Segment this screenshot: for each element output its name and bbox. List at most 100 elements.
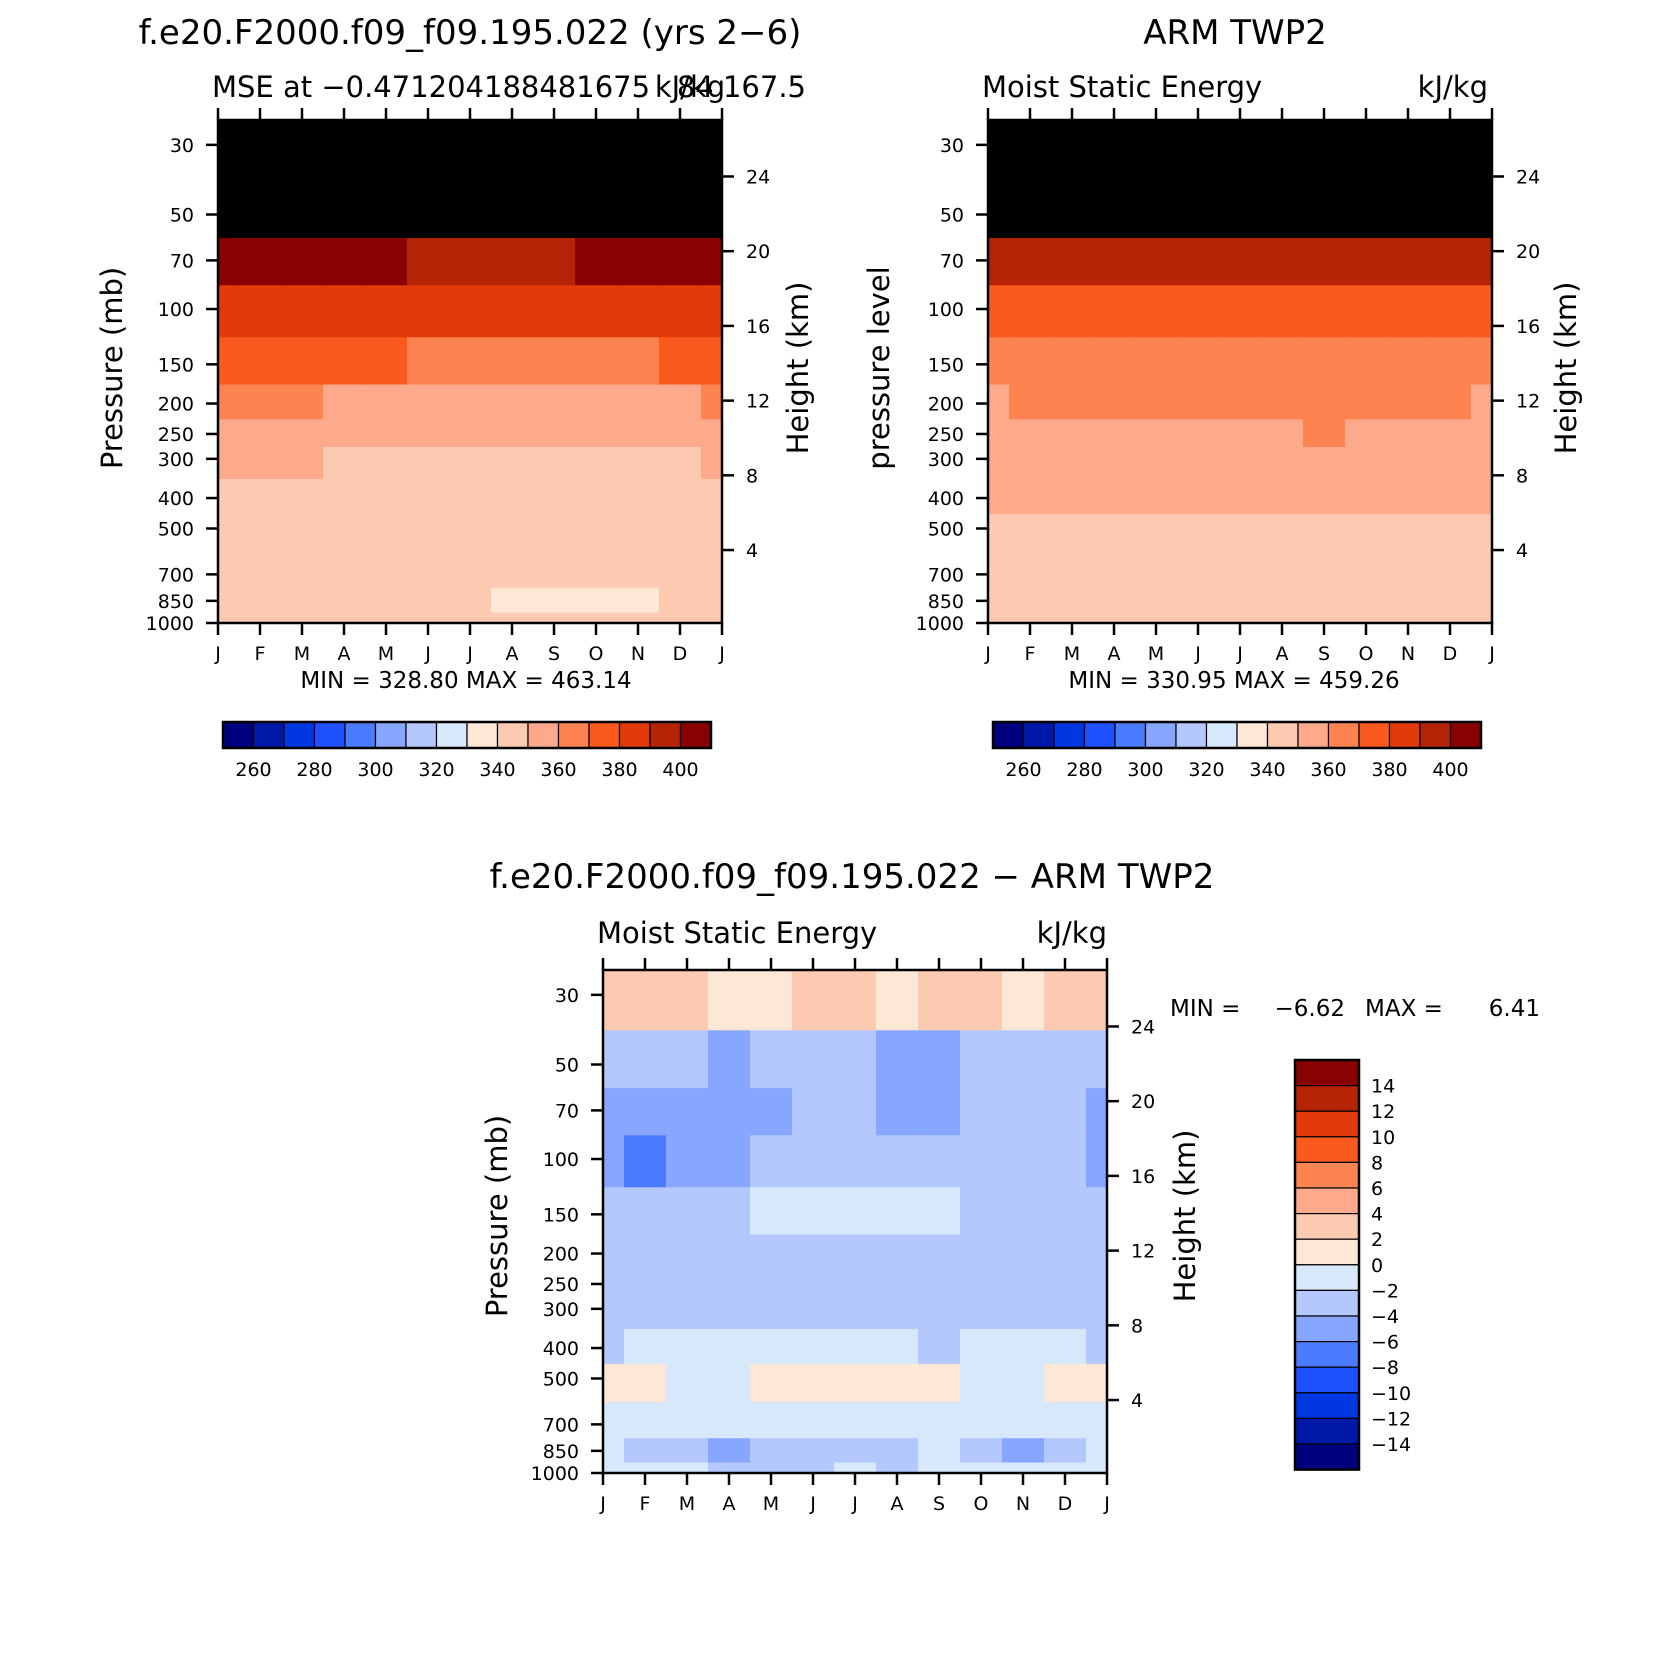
data-cell xyxy=(1135,284,1178,338)
colorbar-label: 380 xyxy=(1371,759,1407,781)
data-cell xyxy=(1471,446,1493,480)
data-cell xyxy=(834,1461,877,1474)
data-cell xyxy=(918,1186,961,1235)
contour-plot-diff: J F M A M J J A S O N D J 30 50 70 100 150 200 250 300 400 500… xyxy=(531,958,1155,1515)
data-cell xyxy=(750,1461,793,1474)
data-cell xyxy=(834,1087,877,1136)
data-cell xyxy=(281,237,324,286)
data-cell xyxy=(1303,587,1346,613)
data-cell xyxy=(701,284,723,338)
data-cell xyxy=(834,1401,877,1439)
colorbar-swatch xyxy=(374,721,407,749)
data-cell xyxy=(617,383,660,420)
data-cell xyxy=(407,383,450,420)
x-tick-label: J xyxy=(984,643,991,665)
data-cell xyxy=(407,551,450,589)
colorbar-swatch xyxy=(1294,1289,1360,1317)
data-cell xyxy=(1086,1437,1108,1463)
data-cell xyxy=(1429,237,1472,286)
colorbar-swatch xyxy=(992,721,1025,749)
data-cell xyxy=(1009,587,1052,613)
data-cell xyxy=(533,383,576,420)
data-cell xyxy=(876,970,919,1031)
data-cell xyxy=(491,237,534,286)
data-cell xyxy=(323,478,366,514)
data-cell xyxy=(708,1328,751,1364)
data-cell xyxy=(491,284,534,338)
data-cell xyxy=(323,179,366,239)
data-cell xyxy=(750,1363,793,1403)
data-cell xyxy=(792,1029,835,1089)
colorbar-swatch xyxy=(1294,1315,1360,1343)
data-cell xyxy=(1177,551,1220,589)
data-cell xyxy=(323,513,366,553)
data-cell xyxy=(988,418,1010,447)
colorbar-swatch xyxy=(1294,1161,1360,1189)
data-cell xyxy=(617,587,660,613)
colorbar-label: 10 xyxy=(1371,1127,1395,1149)
data-cell xyxy=(1009,237,1052,286)
data-cell xyxy=(792,1461,835,1474)
colorbar-swatch xyxy=(1114,721,1147,749)
data-cell xyxy=(1471,284,1493,338)
data-cell xyxy=(1093,179,1136,239)
data-cell xyxy=(323,446,366,480)
x-tick-label: N xyxy=(1401,643,1415,665)
y-tick-label: 500 xyxy=(543,1368,579,1390)
data-cell xyxy=(624,970,667,1031)
data-cell xyxy=(575,446,618,480)
x-tick-label: M xyxy=(1064,643,1080,665)
data-cell xyxy=(624,1029,667,1089)
data-cell xyxy=(659,551,702,589)
data-cell xyxy=(701,120,723,181)
data-cell xyxy=(666,1328,709,1364)
data-cell xyxy=(1345,587,1388,613)
colorbar-label: 360 xyxy=(1310,759,1346,781)
data-cell xyxy=(533,587,576,613)
data-cell xyxy=(1345,551,1388,589)
data-cell xyxy=(239,284,282,338)
colorbar-swatch xyxy=(1266,721,1299,749)
data-cell xyxy=(624,1363,667,1403)
data-cell xyxy=(659,237,702,286)
data-cell xyxy=(1135,513,1178,553)
data-cell xyxy=(1471,179,1493,239)
data-cell xyxy=(876,1134,919,1188)
data-cell xyxy=(1345,418,1388,447)
data-cell xyxy=(365,551,408,589)
data-cell xyxy=(1044,1233,1087,1270)
data-cell xyxy=(533,179,576,239)
x-tick-label: M xyxy=(1148,643,1164,665)
data-cell xyxy=(365,513,408,553)
data-cell xyxy=(218,284,240,338)
data-cell xyxy=(491,611,534,624)
data-cell xyxy=(918,1233,961,1270)
data-cell xyxy=(1387,418,1430,447)
data-cell xyxy=(1093,383,1136,420)
data-cell xyxy=(491,120,534,181)
x-tick-label: N xyxy=(1016,1493,1030,1515)
data-cell xyxy=(407,120,450,181)
data-cell xyxy=(666,1363,709,1403)
colorbar-label: 2 xyxy=(1371,1229,1383,1251)
data-cell xyxy=(1002,1461,1045,1474)
data-cell xyxy=(239,587,282,613)
data-cell xyxy=(617,513,660,553)
data-cell xyxy=(1219,418,1262,447)
data-cell xyxy=(1009,284,1052,338)
y-tick-label: 1000 xyxy=(146,613,194,635)
data-cell xyxy=(1261,513,1304,553)
colorbar-swatch xyxy=(1144,721,1177,749)
colorbar-label: 280 xyxy=(296,759,332,781)
data-cell xyxy=(1387,383,1430,420)
colorbar-swatch xyxy=(1297,721,1330,749)
data-cell xyxy=(407,418,450,447)
x-tick-label: J xyxy=(718,643,725,665)
data-cell xyxy=(1002,1233,1045,1270)
data-cell xyxy=(708,1186,751,1235)
data-cell xyxy=(617,478,660,514)
data-cell xyxy=(1051,418,1094,447)
data-cell xyxy=(323,120,366,181)
data-cell xyxy=(1135,611,1178,624)
data-cell xyxy=(218,611,240,624)
